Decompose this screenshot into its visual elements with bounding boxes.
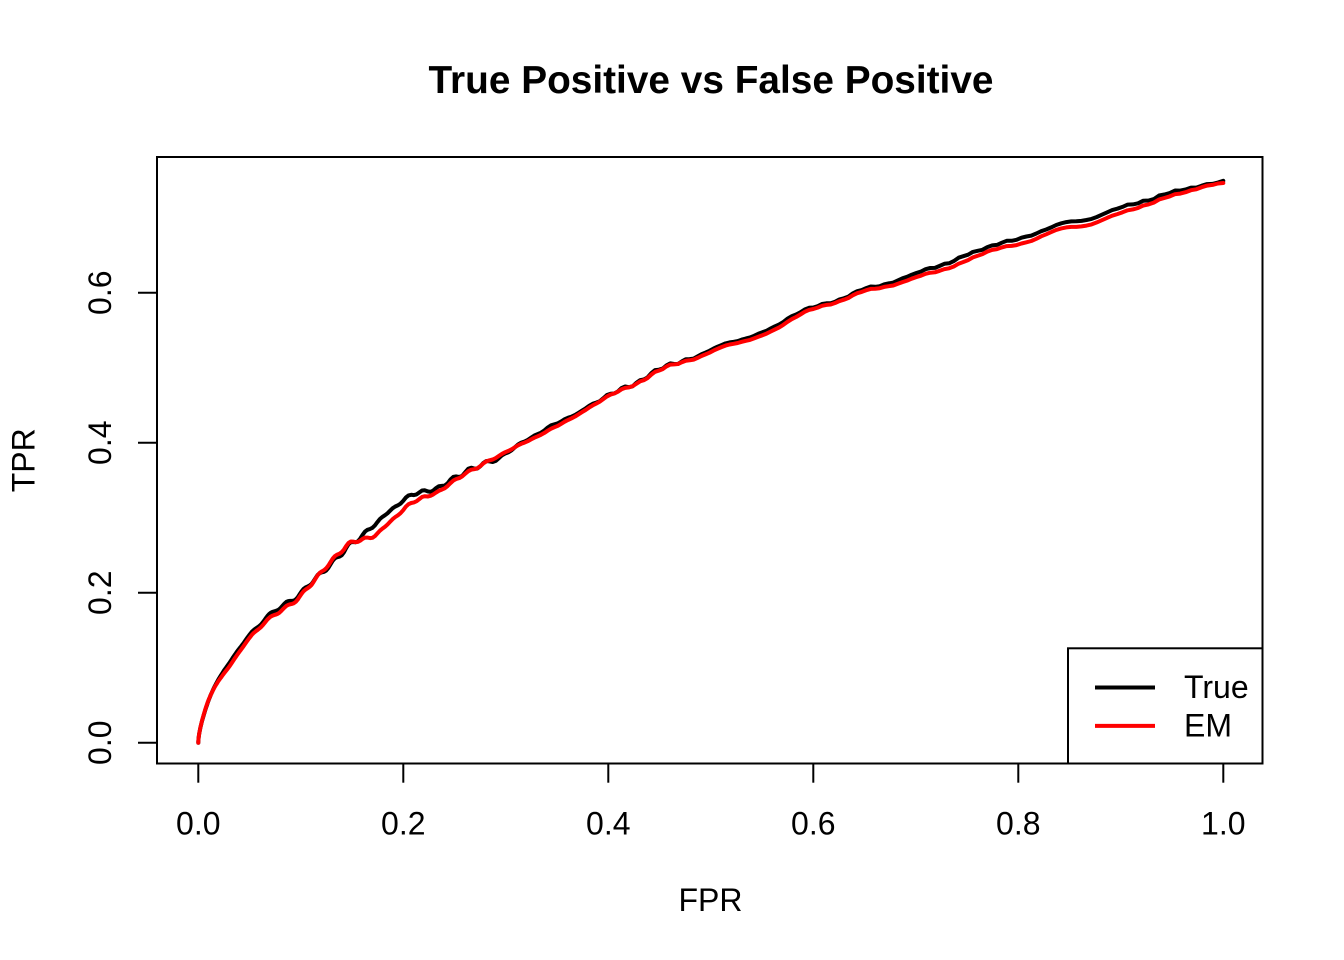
svg-text:0.8: 0.8 — [996, 806, 1040, 842]
svg-text:0.2: 0.2 — [82, 570, 118, 614]
svg-text:True Positive vs False Positiv: True Positive vs False Positive — [429, 59, 994, 102]
svg-text:TPR: TPR — [5, 428, 41, 492]
svg-text:0.6: 0.6 — [82, 270, 118, 314]
svg-text:1.0: 1.0 — [1201, 806, 1245, 842]
svg-text:0.2: 0.2 — [381, 806, 425, 842]
svg-text:FPR: FPR — [679, 882, 743, 918]
svg-text:0.0: 0.0 — [82, 720, 118, 764]
svg-text:0.4: 0.4 — [82, 420, 118, 464]
svg-text:0.0: 0.0 — [176, 806, 220, 842]
svg-text:0.4: 0.4 — [586, 806, 630, 842]
svg-text:0.6: 0.6 — [791, 806, 835, 842]
svg-text:EM: EM — [1184, 707, 1232, 743]
svg-text:True: True — [1184, 669, 1249, 705]
